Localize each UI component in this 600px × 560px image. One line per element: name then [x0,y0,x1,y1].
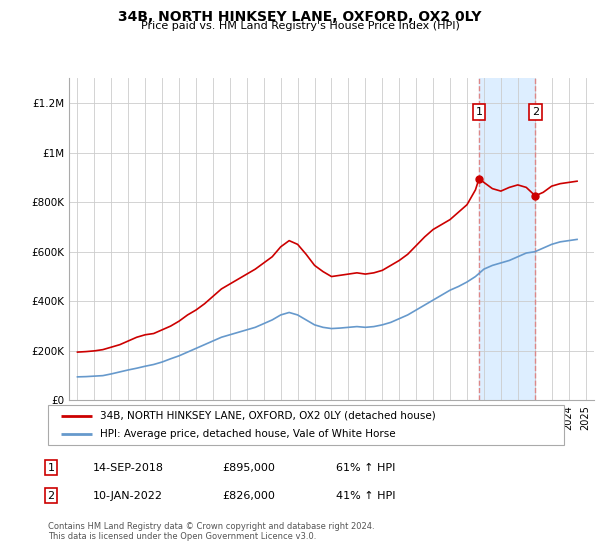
Text: 2: 2 [47,491,55,501]
Text: £895,000: £895,000 [222,463,275,473]
Text: 1: 1 [476,107,482,117]
Text: 61% ↑ HPI: 61% ↑ HPI [336,463,395,473]
Text: 34B, NORTH HINKSEY LANE, OXFORD, OX2 0LY (detached house): 34B, NORTH HINKSEY LANE, OXFORD, OX2 0LY… [100,411,436,421]
Text: 1: 1 [47,463,55,473]
Text: HPI: Average price, detached house, Vale of White Horse: HPI: Average price, detached house, Vale… [100,430,395,439]
Text: 14-SEP-2018: 14-SEP-2018 [93,463,164,473]
Text: Contains HM Land Registry data © Crown copyright and database right 2024.
This d: Contains HM Land Registry data © Crown c… [48,522,374,542]
Text: 10-JAN-2022: 10-JAN-2022 [93,491,163,501]
Text: £826,000: £826,000 [222,491,275,501]
Text: 2: 2 [532,107,539,117]
Text: 34B, NORTH HINKSEY LANE, OXFORD, OX2 0LY: 34B, NORTH HINKSEY LANE, OXFORD, OX2 0LY [118,10,482,24]
Text: 41% ↑ HPI: 41% ↑ HPI [336,491,395,501]
Text: Price paid vs. HM Land Registry's House Price Index (HPI): Price paid vs. HM Land Registry's House … [140,21,460,31]
Bar [479,78,535,400]
